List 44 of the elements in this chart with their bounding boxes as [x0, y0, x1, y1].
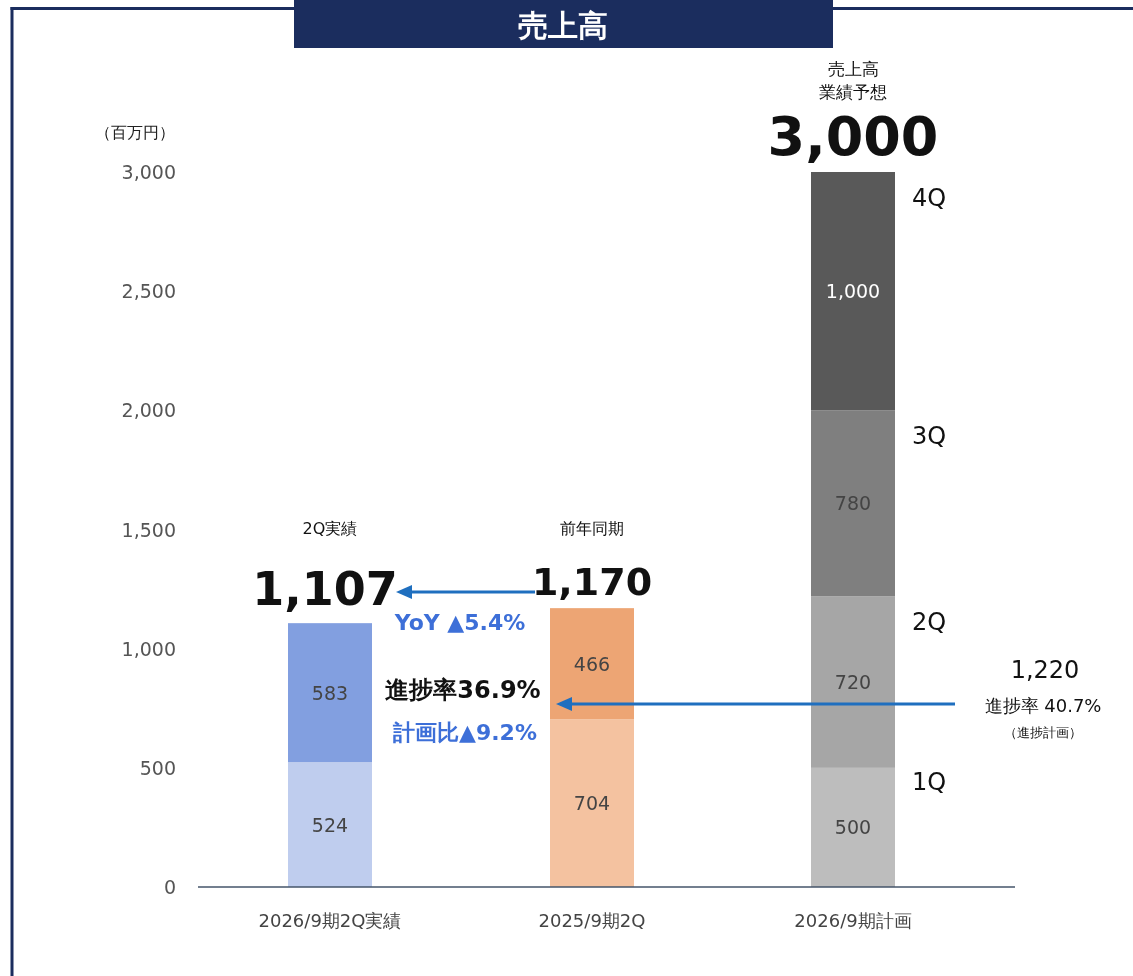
total-label: 3,000 — [767, 105, 939, 168]
y-tick-label: 0 — [163, 876, 176, 898]
bar — [550, 608, 634, 720]
series-label: 4Q — [912, 184, 947, 212]
data-label: 583 — [311, 681, 349, 704]
data-label: 780 — [834, 492, 872, 515]
series-label: 2Q — [912, 608, 947, 637]
annotation: （進捗計画） — [1004, 725, 1082, 740]
text: 売上高 — [827, 59, 879, 79]
y-tick-label: 2,000 — [121, 399, 176, 422]
annotation: 前年同期 — [560, 519, 624, 538]
annotation: 2Q実績 — [302, 519, 358, 538]
bar — [811, 172, 895, 411]
data-label: 720 — [834, 671, 872, 694]
annotation: 1,220 — [1010, 656, 1080, 684]
data-label: 500 — [834, 816, 872, 839]
annotation: 計画比▲9.2% — [392, 720, 537, 745]
annotation: 進捗率36.9% — [385, 676, 541, 704]
total-label: 1,170 — [531, 560, 653, 604]
bar — [550, 719, 634, 887]
bar — [288, 762, 372, 887]
data-label: 524 — [311, 813, 349, 836]
series-label: 1Q — [912, 767, 947, 796]
annotation: 進捗率 40.7% — [984, 695, 1102, 716]
data-label: 1,000 — [825, 280, 881, 303]
data-label: 466 — [573, 652, 611, 675]
y-tick-label: 2,500 — [121, 280, 176, 303]
y-tick-label: 3,000 — [121, 161, 176, 183]
y-tick-label: 1,000 — [121, 637, 176, 660]
x-tick-label: 2026/9期2Q実績 — [258, 910, 402, 931]
bar — [811, 767, 895, 887]
data-label: 704 — [573, 792, 611, 815]
bar — [811, 596, 895, 768]
series-label: 3Q — [912, 422, 947, 451]
y-tick-label: 1,500 — [121, 518, 176, 541]
chart-title: 売上高 — [518, 8, 608, 43]
y-tick-label: 500 — [139, 756, 176, 779]
x-tick-label: 2025/9期2Q — [538, 910, 646, 931]
bar — [288, 623, 372, 763]
bar — [811, 410, 895, 597]
y-axis-title: （百万円） — [95, 123, 175, 142]
text: 業績予想 — [819, 82, 887, 102]
annotation: YoY ▲5.4% — [393, 610, 526, 635]
x-tick-label: 2026/9期計画 — [794, 910, 912, 931]
